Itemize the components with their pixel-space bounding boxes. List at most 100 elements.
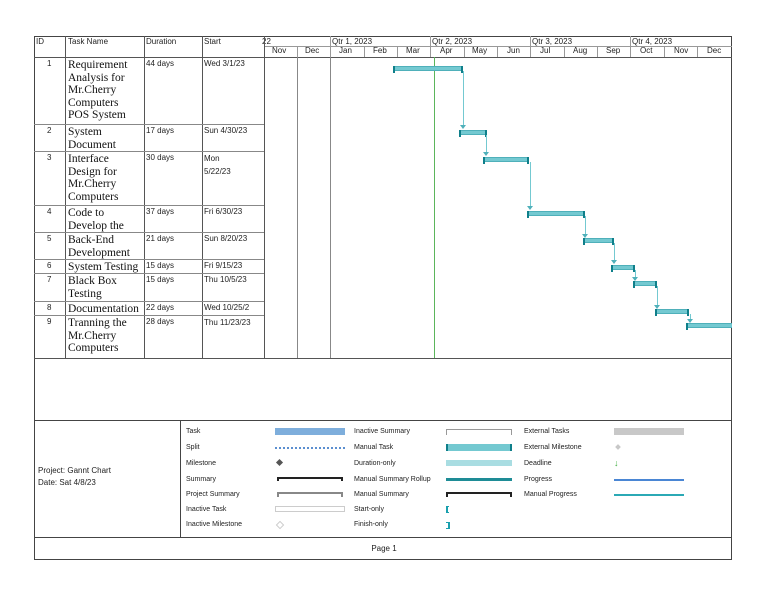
dependency-line-4 xyxy=(585,216,586,235)
task-duration[interactable]: 15 days xyxy=(146,261,175,270)
task-name[interactable]: Black Box Testing xyxy=(68,275,117,300)
legend-label: Manual Progress xyxy=(524,491,577,498)
dependency-line-1 xyxy=(463,71,464,126)
task-name[interactable]: Tranning the Mr.Cherry Computers xyxy=(68,317,127,354)
row-sep-6 xyxy=(34,273,264,274)
dependency-arrow-8 xyxy=(687,319,693,323)
row-sep-3 xyxy=(34,205,264,206)
task-start[interactable]: Sun 8/20/23 xyxy=(204,234,248,243)
dependency-line-8 xyxy=(690,314,691,320)
month-11: Oct xyxy=(640,46,653,55)
timescale-top-1: Qtr 1, 2023 xyxy=(332,37,373,46)
legend-label: Summary xyxy=(186,476,216,483)
legend-progress-swatch xyxy=(614,479,684,481)
row-sep-5 xyxy=(34,259,264,260)
task-id: 2 xyxy=(47,126,52,135)
month-divider xyxy=(330,46,331,57)
gantt-bar-2[interactable] xyxy=(459,130,487,137)
gantt-bar-7[interactable] xyxy=(633,281,657,288)
legend-label: Inactive Milestone xyxy=(186,521,243,528)
qtr-divider-4 xyxy=(630,36,631,47)
task-duration[interactable]: 30 days xyxy=(146,153,175,162)
col-header-task-name[interactable]: Task Name xyxy=(68,37,109,46)
task-start[interactable]: Thu 10/5/23 xyxy=(204,275,247,284)
gantt-bar-4[interactable] xyxy=(527,211,585,218)
task-id: 1 xyxy=(47,59,52,68)
gantt-bar-8[interactable] xyxy=(655,309,689,316)
dependency-arrow-2 xyxy=(483,152,489,156)
month-7: Jun xyxy=(507,46,520,55)
task-duration[interactable]: 44 days xyxy=(146,59,175,68)
legend-label: Deadline xyxy=(524,460,552,467)
month-divider xyxy=(530,46,531,57)
task-start[interactable]: Mon 5/22/23 xyxy=(204,154,231,176)
month-1: Dec xyxy=(305,46,320,55)
task-duration[interactable]: 15 days xyxy=(146,275,175,284)
month-divider xyxy=(397,46,398,57)
task-duration[interactable]: 21 days xyxy=(146,234,175,243)
row-sep-1 xyxy=(34,124,264,125)
legend-bottom-line xyxy=(34,537,732,538)
dependency-line-2 xyxy=(486,135,487,153)
gantt-bar-1[interactable] xyxy=(393,66,463,73)
timescale-top-3: Qtr 3, 2023 xyxy=(532,37,573,46)
task-duration[interactable]: 28 days xyxy=(146,317,175,326)
task-duration[interactable]: 17 days xyxy=(146,126,175,135)
gantt-bar-3[interactable] xyxy=(483,157,529,164)
task-start[interactable]: Wed 10/25/2 xyxy=(204,303,250,312)
col-header-duration[interactable]: Duration xyxy=(146,37,177,46)
month-5: Apr xyxy=(440,46,453,55)
legend-label: Duration-only xyxy=(354,460,396,467)
legend-external-tasks-swatch xyxy=(614,428,684,435)
dependency-line-6 xyxy=(635,270,636,278)
month-12: Nov xyxy=(674,46,689,55)
legend-inactive-summary-swatch xyxy=(446,429,512,435)
task-name[interactable]: Requirement Analysis for Mr.Cherry Compu… xyxy=(68,59,128,121)
month-2: Jan xyxy=(339,46,352,55)
month-divider xyxy=(364,46,365,57)
legend-label: Inactive Task xyxy=(186,506,227,513)
task-start[interactable]: Wed 3/1/23 xyxy=(204,59,245,68)
task-id: 4 xyxy=(47,207,52,216)
col-line-2 xyxy=(144,36,145,358)
task-id: 3 xyxy=(47,153,52,162)
legend-summary-swatch xyxy=(277,477,343,481)
gantt-bar-6[interactable] xyxy=(611,265,635,272)
month-8: Jul xyxy=(540,46,551,55)
task-start[interactable]: Fri 9/15/23 xyxy=(204,261,243,270)
gantt-bar-5[interactable] xyxy=(583,238,614,245)
page-number: Page 1 xyxy=(371,544,397,553)
task-name[interactable]: System Testing xyxy=(68,261,139,273)
legend-label: Finish-only xyxy=(354,521,388,528)
dependency-arrow-6 xyxy=(632,277,638,281)
task-name[interactable]: Interface Design for Mr.Cherry Computers xyxy=(68,153,119,203)
dependency-line-5 xyxy=(614,243,615,261)
legend-deadline-icon: ↓ xyxy=(614,458,619,468)
month-divider xyxy=(697,46,698,57)
task-id: 7 xyxy=(47,275,52,284)
task-duration[interactable]: 37 days xyxy=(146,207,175,216)
task-start[interactable]: Sun 4/30/23 xyxy=(204,126,248,135)
col-header-start[interactable]: Start xyxy=(204,37,221,46)
legend-split-swatch xyxy=(275,447,345,452)
task-name[interactable]: Back-End Development xyxy=(68,234,130,259)
task-start[interactable]: Fri 6/30/23 xyxy=(204,207,243,216)
gantt-bar-9[interactable] xyxy=(686,323,732,330)
task-name[interactable]: Documentation xyxy=(68,303,139,315)
month-divider xyxy=(630,46,631,57)
row-sep-7 xyxy=(34,301,264,302)
col-header-id[interactable]: ID xyxy=(36,37,44,46)
project-name: Project: Gannt Chart xyxy=(38,466,111,475)
task-name[interactable]: Code to Develop the xyxy=(68,207,124,232)
month-10: Sep xyxy=(606,46,621,55)
task-name[interactable]: System Document xyxy=(68,126,116,151)
task-duration[interactable]: 22 days xyxy=(146,303,175,312)
dependency-arrow-5 xyxy=(611,260,617,264)
month-divider xyxy=(497,46,498,57)
legend-label: Progress xyxy=(524,476,553,483)
month-6: May xyxy=(472,46,488,55)
task-start[interactable]: Thu 11/23/23 xyxy=(204,318,251,327)
legend-duration-only-swatch xyxy=(446,460,512,466)
legend-label: Task xyxy=(186,428,201,435)
row-sep-4 xyxy=(34,232,264,233)
